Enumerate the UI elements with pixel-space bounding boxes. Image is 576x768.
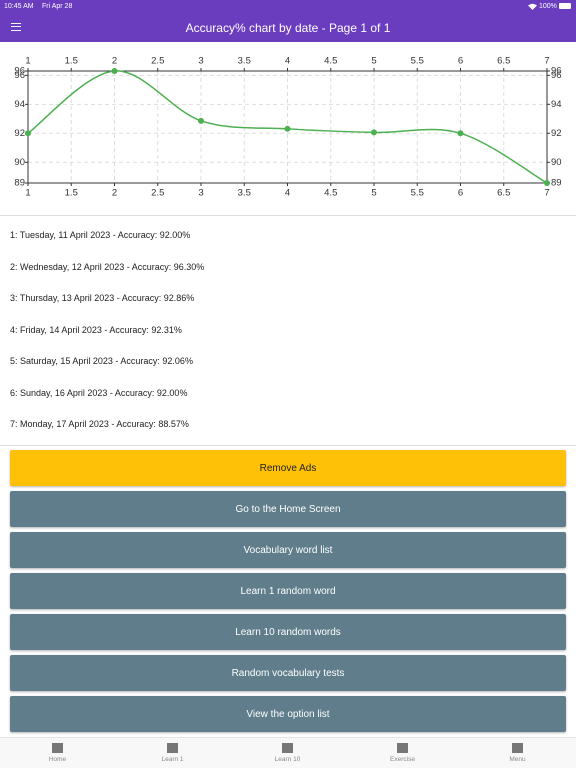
data-point xyxy=(111,68,118,74)
menu-button[interactable] xyxy=(11,23,21,31)
x-tick-label: 3 xyxy=(198,188,203,199)
x-tick-label: 6 xyxy=(458,188,463,199)
x-tick-label: 3.5 xyxy=(238,188,251,199)
nav-button[interactable]: Random vocabulary tests xyxy=(10,655,566,691)
entry-text: 4: Friday, 14 April 2023 - Accuracy: 92.… xyxy=(10,324,182,335)
y-tick-label: 96 xyxy=(14,66,25,77)
y-tick-label: 96 xyxy=(551,70,562,81)
x-tick-label: 5.5 xyxy=(411,188,424,199)
x-tick-label: 3.5 xyxy=(238,56,251,67)
tab-icon xyxy=(397,743,408,753)
entry-text: 1: Tuesday, 11 April 2023 - Accuracy: 92… xyxy=(10,230,191,240)
tab-item[interactable]: Learn 10 xyxy=(230,738,345,768)
battery-icon xyxy=(559,3,571,9)
status-time: 10:45 AM xyxy=(4,3,34,10)
nav-button[interactable]: Go to the Home Screen xyxy=(10,491,566,527)
data-point xyxy=(371,129,377,136)
tab-item[interactable]: Learn 1 xyxy=(115,738,230,768)
y-tick-label: 92 xyxy=(551,128,562,139)
entry-text: 7: Monday, 17 April 2023 - Accuracy: 88.… xyxy=(10,419,189,429)
tab-item[interactable]: Home xyxy=(0,738,115,768)
x-tick-label: 3 xyxy=(198,56,203,67)
tab-icon xyxy=(512,743,523,753)
remove-ads-button[interactable]: Remove Ads xyxy=(10,450,566,486)
y-tick-label: 89 xyxy=(14,178,25,189)
x-tick-label: 1.5 xyxy=(65,56,78,67)
x-tick-label: 6 xyxy=(458,56,463,67)
y-tick-label: 92 xyxy=(14,128,25,139)
app-header: Accuracy% chart by date - Page 1 of 1 xyxy=(0,14,576,42)
tab-icon xyxy=(282,743,293,753)
y-tick-label: 90 xyxy=(14,157,25,168)
y-tick-label: 89 xyxy=(551,178,562,189)
x-tick-label: 2.5 xyxy=(151,188,164,199)
y-tick-label: 90 xyxy=(551,157,562,168)
entry-text: 3: Thursday, 13 April 2023 - Accuracy: 9… xyxy=(10,293,195,303)
tab-icon xyxy=(52,743,63,753)
x-tick-label: 2 xyxy=(112,56,117,67)
entry-text: 5: Saturday, 15 April 2023 - Accuracy: 9… xyxy=(10,356,193,366)
data-point xyxy=(544,180,550,186)
tab-label: Menu xyxy=(509,756,526,763)
tab-label: Exercise xyxy=(390,756,415,763)
header-title: Accuracy% chart by date - Page 1 of 1 xyxy=(185,21,391,35)
status-date: Fri Apr 28 xyxy=(42,3,73,10)
divider xyxy=(0,215,576,216)
x-tick-label: 6.5 xyxy=(497,56,510,67)
x-tick-label: 4.5 xyxy=(324,56,337,67)
x-tick-label: 4 xyxy=(285,188,290,199)
x-tick-label: 4 xyxy=(285,56,290,67)
divider xyxy=(0,445,576,446)
nav-button[interactable]: View the option list xyxy=(10,696,566,732)
status-bar: 10:45 AM Fri Apr 28 100% xyxy=(0,0,576,14)
tab-icon xyxy=(167,743,178,753)
x-tick-label: 4.5 xyxy=(324,188,337,199)
entry-text: 6: Sunday, 16 April 2023 - Accuracy: 92.… xyxy=(10,387,188,398)
y-tick-label: 96 xyxy=(551,66,562,77)
tab-label: Learn 1 xyxy=(161,756,184,763)
x-tick-label: 2 xyxy=(112,188,117,199)
x-tick-label: 1 xyxy=(25,188,30,199)
x-tick-label: 2.5 xyxy=(151,56,164,67)
data-point xyxy=(284,125,291,132)
status-battery: 100% xyxy=(539,3,557,10)
nav-button[interactable]: Learn 1 random word xyxy=(10,573,566,609)
x-tick-label: 1.5 xyxy=(65,188,78,199)
tab-item[interactable]: Exercise xyxy=(345,738,460,768)
x-tick-label: 7 xyxy=(544,56,549,67)
plot-frame xyxy=(27,70,548,184)
nav-button[interactable]: Learn 10 random words xyxy=(10,614,566,650)
y-tick-label: 94 xyxy=(14,99,25,110)
tab-label: Learn 10 xyxy=(274,756,301,763)
x-tick-label: 6.5 xyxy=(497,188,510,199)
nav-button[interactable]: Vocabulary word list xyxy=(10,532,566,568)
data-point xyxy=(25,130,31,137)
data-point xyxy=(198,117,204,124)
x-tick-label: 5.5 xyxy=(411,56,424,67)
y-tick-label: 96 xyxy=(14,70,25,81)
data-point xyxy=(457,130,464,137)
tab-bar: Home Learn 1 Learn 10 Exercise Menu xyxy=(0,737,576,768)
x-tick-label: 5 xyxy=(371,188,376,199)
tab-item[interactable]: Menu xyxy=(460,738,575,768)
wifi-icon xyxy=(528,3,537,10)
chart: 1 1 1.5 1.5 2 2 2.5 2.5 3 3 3.5 3.5 4 4 4.5 4.5 5 5 5.5 5.5… xyxy=(14,56,562,199)
y-tick-label: 94 xyxy=(551,99,562,110)
x-tick-label: 1 xyxy=(25,56,30,67)
x-tick-label: 5 xyxy=(371,56,376,67)
tab-label: Home xyxy=(48,756,67,763)
entry-text: 2: Wednesday, 12 April 2023 - Accuracy: … xyxy=(10,261,205,272)
x-tick-label: 7 xyxy=(544,188,549,199)
